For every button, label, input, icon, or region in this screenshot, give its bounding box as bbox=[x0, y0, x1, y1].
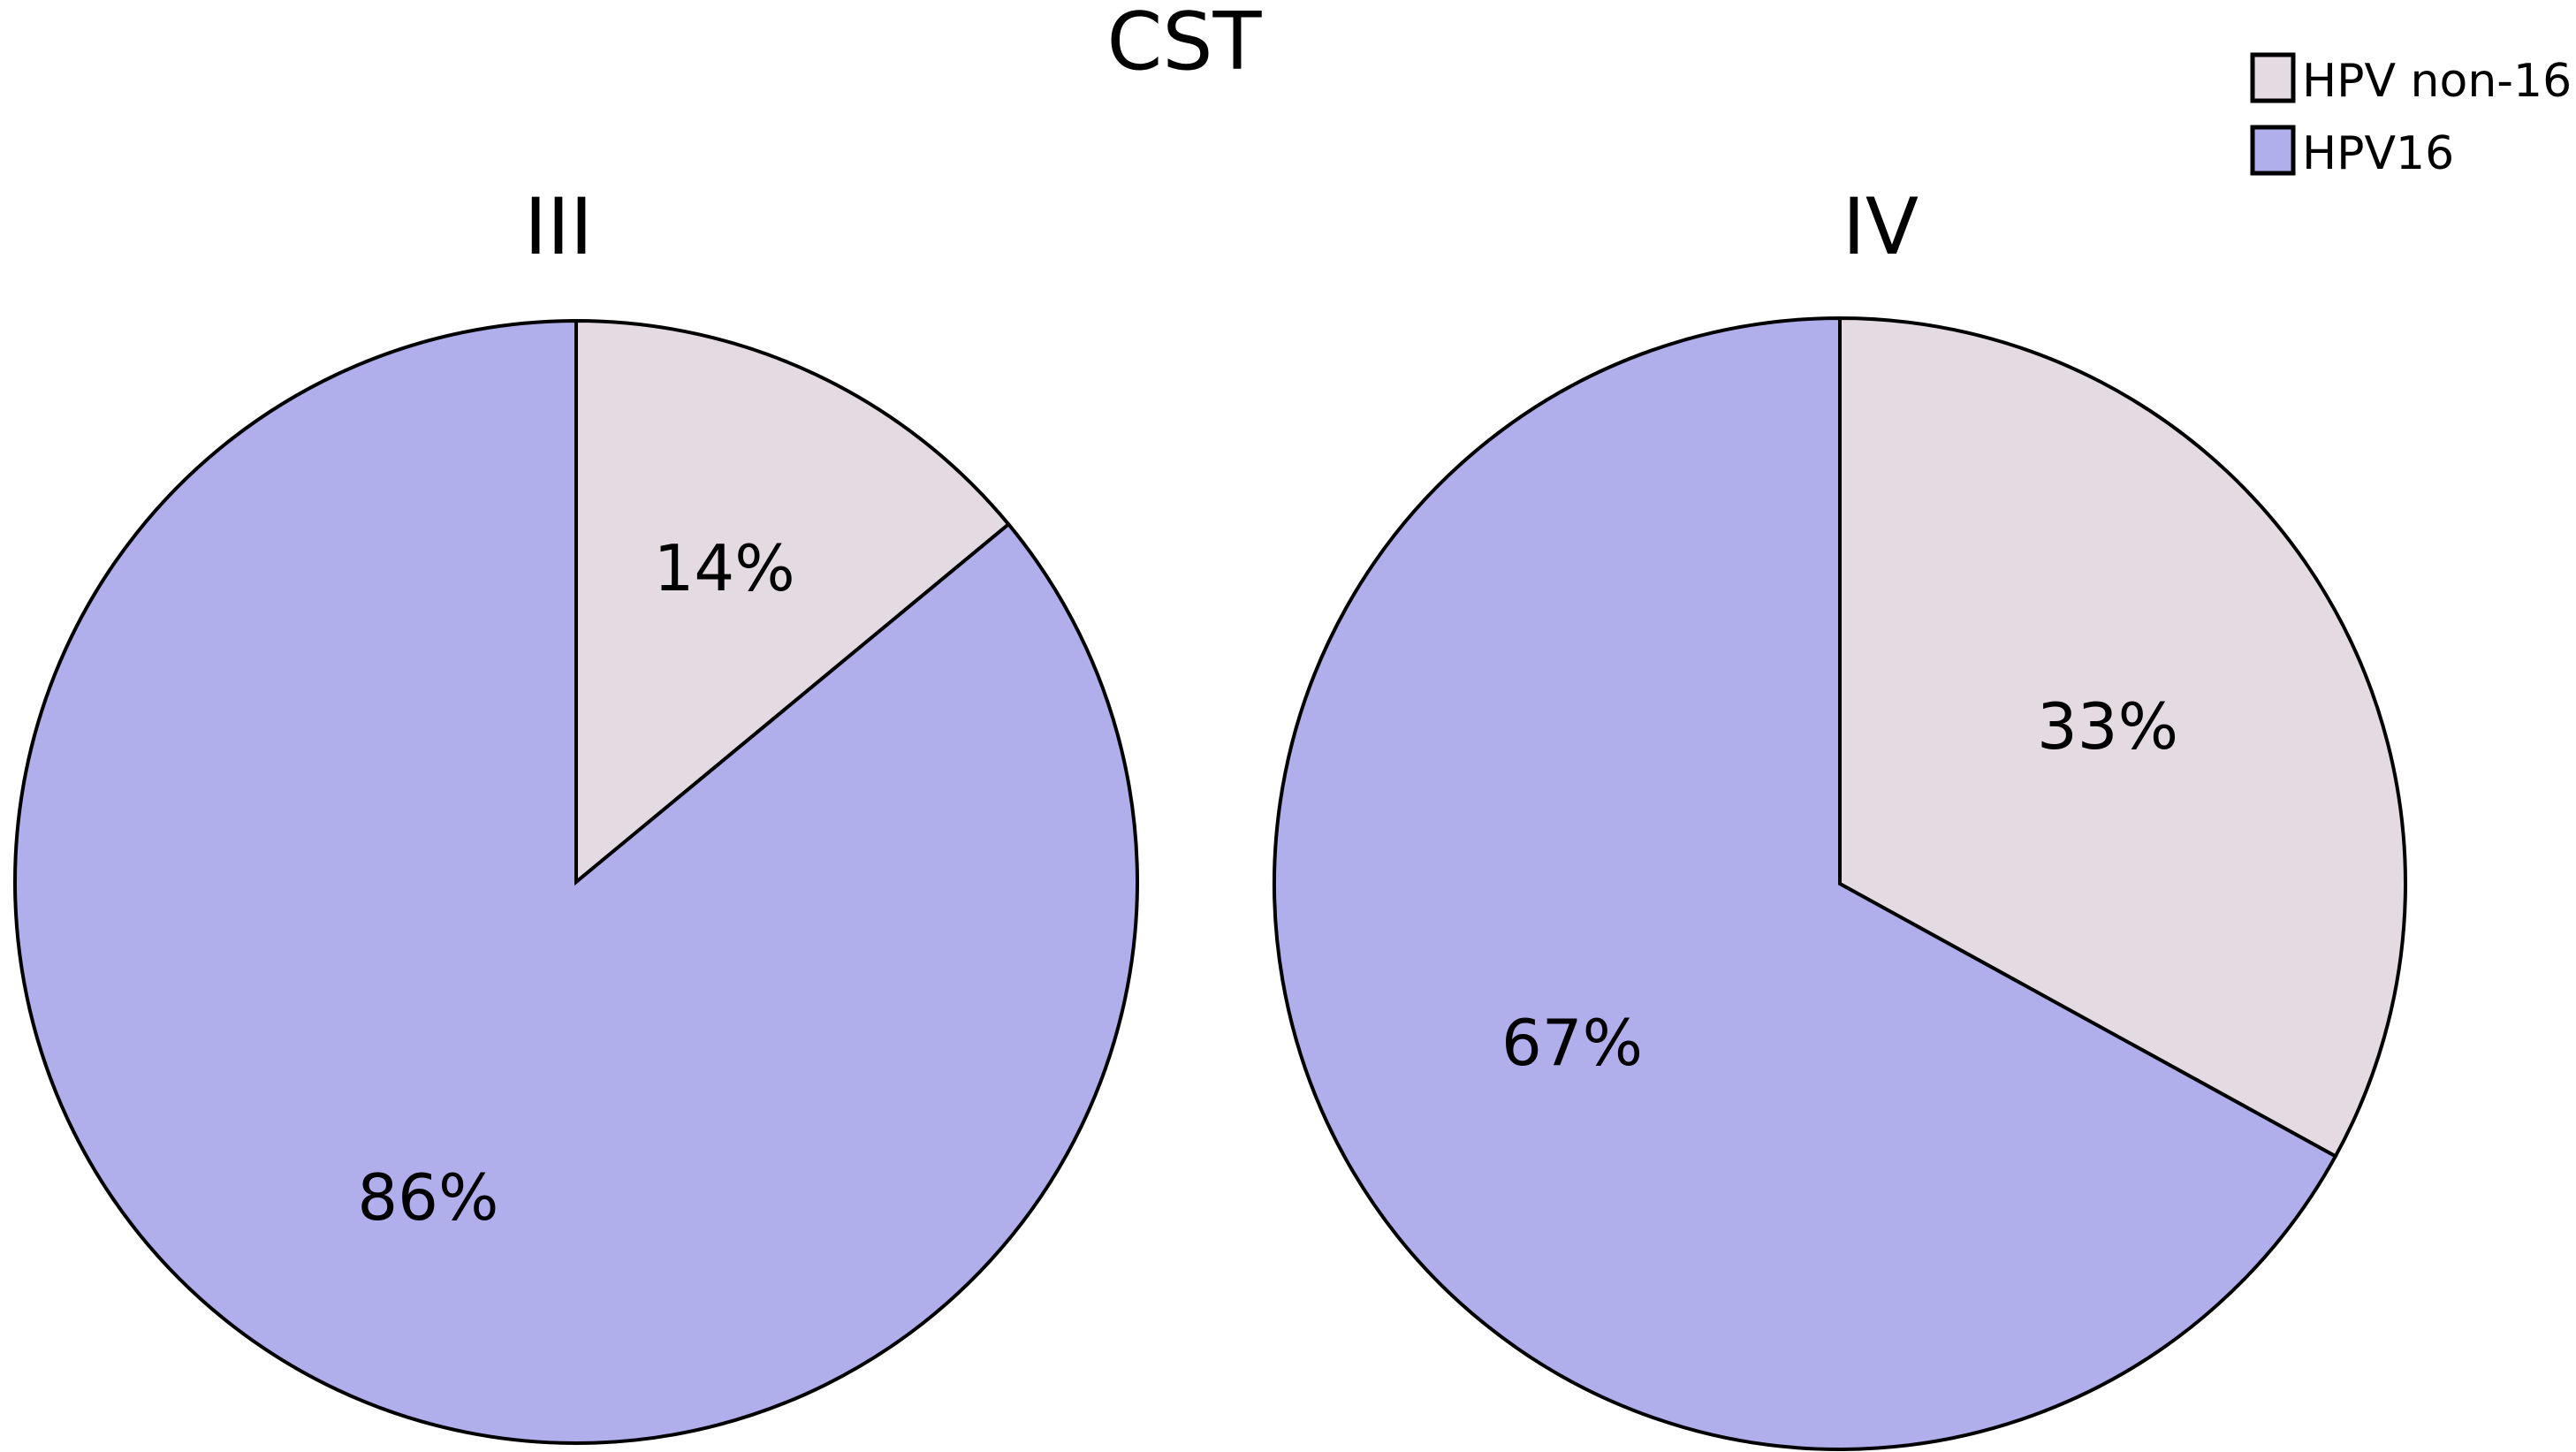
pie-iv-label-hpv16: 67% bbox=[1501, 1006, 1643, 1080]
pie-iii-slice-hpv16 bbox=[13, 318, 1140, 1445]
legend-swatch-hpv-non-16 bbox=[2250, 52, 2296, 103]
pie-title-iii: III bbox=[524, 181, 593, 272]
pie-iv-slice-hpv16 bbox=[1273, 315, 2338, 1451]
pie-iv: IV 33% 67% bbox=[1273, 181, 2407, 1451]
chart-title: CST bbox=[1107, 0, 1263, 88]
pie-iii: III 14% 86% bbox=[13, 181, 1140, 1445]
pie-title-iv: IV bbox=[1843, 181, 1919, 272]
legend-swatch-hpv16 bbox=[2250, 125, 2296, 176]
pie-iii-label-hpv-non-16: 14% bbox=[654, 531, 795, 605]
pie-iv-label-hpv-non-16: 33% bbox=[2037, 689, 2178, 764]
pie-iii-label-hpv16: 86% bbox=[357, 1160, 498, 1235]
legend: HPV non-16 HPV16 bbox=[2250, 52, 2572, 180]
pie-iv-slice-hpv-non-16 bbox=[1838, 315, 2407, 1159]
legend-label-hpv-non-16: HPV non-16 bbox=[2302, 55, 2572, 108]
legend-label-hpv16: HPV16 bbox=[2302, 127, 2454, 180]
pie-iii-slice-hpv-non-16 bbox=[574, 318, 1012, 886]
